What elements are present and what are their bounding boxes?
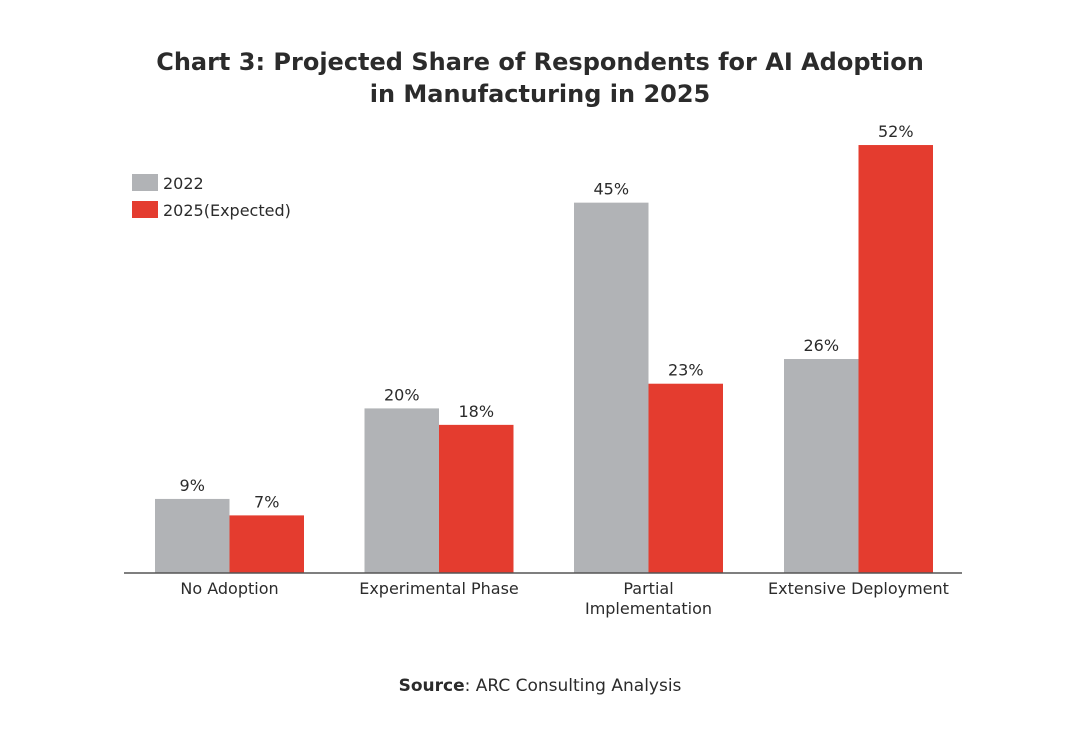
data-label: 20% — [384, 385, 420, 404]
data-label: 7% — [254, 492, 279, 511]
bar-2022-1 — [364, 408, 439, 573]
data-label: 23% — [668, 361, 704, 380]
x-tick-label: Experimental Phase — [359, 579, 519, 598]
legend-label: 2022 — [163, 174, 204, 193]
data-label: 52% — [878, 122, 914, 141]
x-tick-label: Implementation — [585, 599, 712, 618]
legend-swatch — [132, 201, 158, 218]
data-label: 18% — [458, 402, 494, 421]
source-note: Source: ARC Consulting Analysis — [0, 676, 1080, 696]
bar-2022-3 — [784, 359, 859, 573]
bar-2022-2 — [574, 202, 649, 573]
data-label: 26% — [803, 336, 839, 355]
legend-label: 2025(Expected) — [163, 201, 291, 220]
source-label: Source — [398, 676, 465, 696]
data-label: 45% — [593, 180, 629, 199]
bar-2025-expected--0 — [229, 515, 304, 573]
chart-title: Chart 3: Projected Share of Respondents … — [0, 46, 1080, 110]
bar-2025-expected--1 — [439, 424, 514, 573]
x-tick-label: No Adoption — [180, 579, 278, 598]
source-text: : ARC Consulting Analysis — [464, 676, 682, 696]
x-tick-label: Extensive Deployment — [768, 579, 949, 598]
chart-title-line-1: Chart 3: Projected Share of Respondents … — [156, 48, 924, 76]
chart-title-line-2: in Manufacturing in 2025 — [369, 80, 711, 108]
data-label: 9% — [180, 476, 205, 495]
bar-2022-0 — [155, 498, 230, 573]
x-tick-label: Partial — [623, 579, 673, 598]
bar-2025-expected--3 — [858, 145, 933, 574]
legend-swatch — [132, 174, 158, 191]
bar-2025-expected--2 — [648, 383, 723, 573]
